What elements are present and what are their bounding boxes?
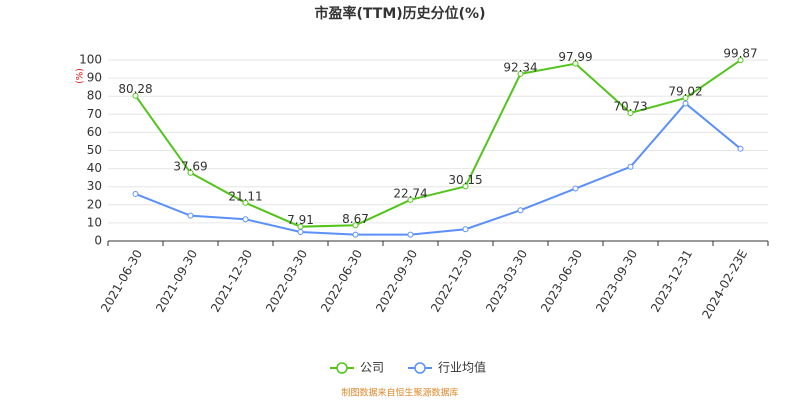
y-tick-label: 70 — [87, 107, 102, 121]
y-tick-label: 50 — [87, 143, 102, 157]
y-unit: (%) — [76, 68, 86, 84]
y-tick-label: 90 — [87, 71, 102, 85]
y-tick-label: 30 — [87, 179, 102, 193]
point — [242, 199, 249, 206]
point — [572, 60, 579, 67]
point — [627, 109, 634, 116]
y-tick-label: 60 — [87, 125, 102, 139]
point — [352, 231, 359, 238]
x-tick-label: 2023-12-31 — [648, 247, 695, 314]
data-label: 8.67 — [342, 212, 369, 226]
point — [682, 100, 689, 107]
point — [572, 185, 579, 192]
data-label: 97.99 — [558, 50, 592, 64]
point — [517, 207, 524, 214]
x-tick-label: 2024-02-23E — [699, 247, 750, 321]
y-tick-label: 20 — [87, 197, 102, 211]
chart-title: 市盈率(TTM)历史分位(%) — [315, 5, 486, 22]
point — [407, 196, 414, 203]
x-tick-label: 2022-12-30 — [428, 247, 475, 314]
x-tick-label: 2023-03-30 — [483, 247, 530, 314]
series-line — [135, 102, 742, 236]
y-tick-label: 80 — [87, 89, 102, 103]
y-tick-label: 0 — [94, 234, 102, 248]
point — [187, 212, 194, 219]
series-line — [134, 59, 742, 228]
legend-marker — [414, 362, 426, 374]
point — [297, 228, 304, 235]
point — [737, 57, 744, 64]
x-tick-label: 2021-09-30 — [153, 247, 200, 314]
point — [462, 226, 469, 233]
data-label: 21.11 — [228, 189, 262, 203]
y-tick-label: 10 — [87, 215, 102, 229]
data-label: 30.15 — [448, 173, 482, 187]
legend-label: 行业均值 — [438, 360, 486, 375]
source-note: 制图数据来自恒生聚源数据库 — [341, 387, 458, 399]
x-tick-label: 2022-06-30 — [318, 247, 365, 314]
data-label: 80.28 — [118, 82, 152, 96]
point — [132, 92, 139, 99]
data-label: 70.73 — [613, 99, 647, 113]
data-label: 7.91 — [287, 213, 314, 227]
y-tick-label: 100 — [79, 53, 102, 67]
x-tick-label: 2022-09-30 — [373, 247, 420, 314]
data-label: 92.34 — [503, 60, 537, 74]
x-tick-label: 2021-06-30 — [98, 247, 145, 314]
point — [627, 163, 634, 170]
point — [352, 222, 359, 229]
x-tick-label: 2023-06-30 — [538, 247, 585, 314]
point — [407, 231, 414, 238]
point — [462, 183, 469, 190]
legend-label: 公司 — [360, 361, 384, 375]
point — [737, 145, 744, 152]
x-tick-label: 2023-09-30 — [593, 247, 640, 314]
data-label: 22.74 — [393, 186, 427, 200]
point — [187, 169, 194, 176]
x-tick-label: 2021-12-30 — [208, 247, 255, 314]
legend-marker — [336, 362, 348, 374]
data-label: 79.02 — [668, 84, 702, 98]
y-tick-label: 40 — [87, 161, 102, 175]
data-label: 99.87 — [723, 47, 757, 61]
x-tick-label: 2022-03-30 — [263, 247, 310, 314]
data-label: 37.69 — [173, 159, 207, 173]
point — [132, 190, 139, 197]
point — [517, 70, 524, 77]
point — [242, 216, 249, 223]
